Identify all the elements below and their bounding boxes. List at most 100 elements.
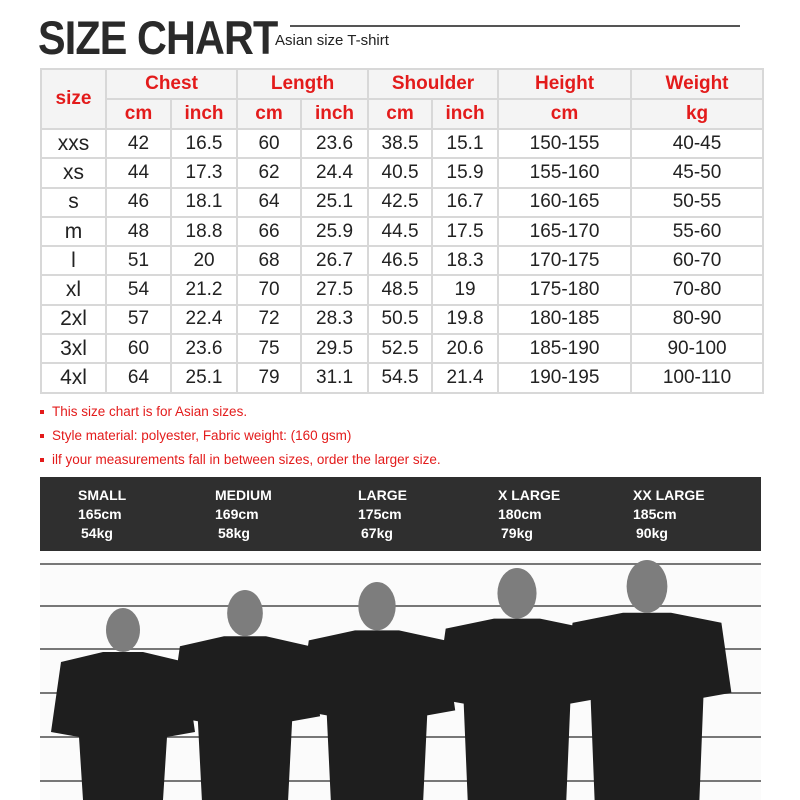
value-cell: 55-60 (630, 215, 765, 248)
value-cell: 23.6 (169, 333, 239, 365)
value-cell: 79 (236, 362, 303, 394)
value-cell: 57 (105, 303, 172, 336)
value-cell: 66 (236, 215, 303, 248)
value-cell: 50-55 (630, 186, 765, 218)
size-cell: l (40, 245, 107, 277)
note-item: Style material: polyester, Fabric weight… (40, 424, 441, 448)
size-cell: 3xl (40, 333, 107, 365)
value-cell: 24.4 (300, 157, 370, 189)
value-cell: 16.7 (431, 186, 500, 218)
value-cell: 90-100 (630, 333, 765, 365)
value-cell: 68 (236, 245, 303, 277)
table-row: s 46 18.1 64 25.1 42.5 16.7 160-165 50-55 (40, 186, 765, 218)
value-cell: 70 (236, 274, 303, 306)
unit-header: kg (630, 98, 765, 130)
value-cell: 38.5 (367, 127, 434, 160)
table-row: m 48 18.8 66 25.9 44.5 17.5 165-170 55-60 (40, 215, 765, 248)
model-size-info: X LARGE 180cm 79kg (498, 486, 560, 543)
value-cell: 42.5 (367, 186, 434, 218)
value-cell: 60-70 (630, 245, 765, 277)
value-cell: 72 (236, 303, 303, 336)
unit-header: cm (236, 98, 303, 130)
value-cell: 150-155 (497, 127, 633, 160)
model-silhouette (298, 582, 456, 800)
table-row: l 51 20 68 26.7 46.5 18.3 170-175 60-70 (40, 245, 765, 277)
model-weight: 67kg (361, 525, 393, 541)
model-weight: 79kg (501, 525, 533, 541)
value-cell: 48 (105, 215, 172, 248)
model-height: 180cm (498, 506, 542, 522)
size-table: size Chest Length Shoulder Height Weight… (40, 68, 765, 394)
value-cell: 155-160 (497, 157, 633, 189)
table-row: 4xl 64 25.1 79 31.1 54.5 21.4 190-195 100-110 (40, 362, 765, 394)
size-header: size (40, 68, 107, 130)
model-silhouettes (51, 560, 732, 800)
height-header: Height (497, 68, 633, 100)
value-cell: 70-80 (630, 274, 765, 306)
table-row: 2xl 57 22.4 72 28.3 50.5 19.8 180-185 80-90 (40, 303, 765, 336)
value-cell: 185-190 (497, 333, 633, 365)
chest-header: Chest (104, 68, 239, 100)
model-silhouette (435, 568, 599, 800)
value-cell: 18.3 (431, 245, 500, 277)
value-cell: 23.6 (300, 127, 370, 160)
size-cell: 2xl (40, 303, 107, 336)
value-cell: 18.1 (169, 186, 239, 218)
size-cell: xs (40, 157, 107, 189)
unit-header: cm (497, 98, 633, 130)
model-height: 185cm (633, 506, 677, 522)
size-cell: 4xl (40, 362, 107, 394)
title-rule (290, 25, 740, 27)
size-cell: xxs (40, 127, 107, 160)
value-cell: 50.5 (367, 303, 434, 336)
size-cell: s (40, 186, 107, 218)
value-cell: 44.5 (367, 215, 434, 248)
unit-header: inch (431, 98, 500, 130)
value-cell: 190-195 (497, 362, 633, 394)
value-cell: 160-165 (497, 186, 633, 218)
value-cell: 31.1 (300, 362, 370, 394)
value-cell: 29.5 (300, 333, 370, 365)
value-cell: 75 (236, 333, 303, 365)
model-size-info: XX LARGE 185cm 90kg (633, 486, 705, 543)
value-cell: 21.4 (431, 362, 500, 394)
value-cell: 40.5 (367, 157, 434, 189)
value-cell: 16.5 (169, 127, 239, 160)
table-row: xs 44 17.3 62 24.4 40.5 15.9 155-160 45-50 (40, 157, 765, 189)
value-cell: 44 (105, 157, 172, 189)
value-cell: 25.9 (300, 215, 370, 248)
value-cell: 100-110 (630, 362, 765, 394)
model-figures (40, 560, 761, 800)
height-line (40, 605, 761, 607)
value-cell: 175-180 (497, 274, 633, 306)
page-subtitle: Asian size T-shirt (275, 32, 389, 49)
model-weight: 90kg (636, 525, 668, 541)
value-cell: 180-185 (497, 303, 633, 336)
value-cell: 54 (105, 274, 172, 306)
value-cell: 19.8 (431, 303, 500, 336)
note-text: ilf your measurements fall in between si… (52, 452, 441, 467)
value-cell: 64 (105, 362, 172, 394)
value-cell: 80-90 (630, 303, 765, 336)
value-cell: 48.5 (367, 274, 434, 306)
value-cell: 20.6 (431, 333, 500, 365)
value-cell: 21.2 (169, 274, 239, 306)
shoulder-header: Shoulder (367, 68, 500, 100)
value-cell: 15.1 (431, 127, 500, 160)
bullet-icon (40, 434, 44, 438)
value-cell: 18.8 (169, 215, 239, 248)
size-cell: m (40, 215, 107, 248)
bullet-icon (40, 410, 44, 414)
unit-header: inch (169, 98, 239, 130)
value-cell: 28.3 (300, 303, 370, 336)
model-weight: 58kg (218, 525, 250, 541)
value-cell: 25.1 (300, 186, 370, 218)
table-unit-row: cm inch cm inch cm inch cm kg (41, 98, 765, 130)
model-height: 175cm (358, 506, 402, 522)
value-cell: 17.5 (431, 215, 500, 248)
value-cell: 17.3 (169, 157, 239, 189)
value-cell: 165-170 (497, 215, 633, 248)
model-height: 169cm (215, 506, 259, 522)
note-text: This size chart is for Asian sizes. (52, 404, 248, 419)
unit-header: cm (367, 98, 434, 130)
